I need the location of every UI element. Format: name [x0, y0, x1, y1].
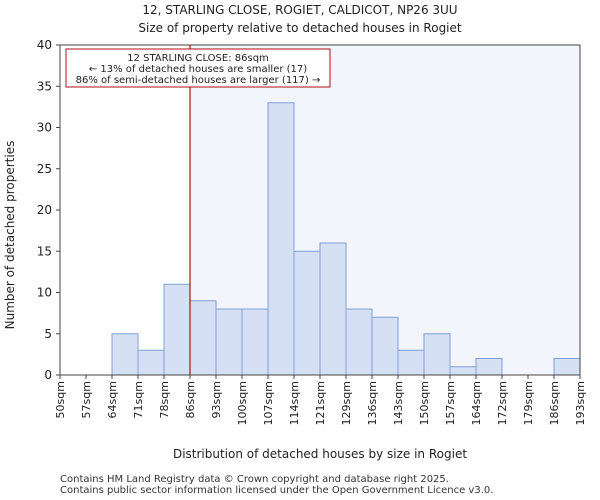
- bar-150sqm: [423, 333, 451, 376]
- chart-title-address: 12, STARLING CLOSE, ROGIET, CALDICOT, NP…: [142, 3, 458, 17]
- x-tick-label: 179sqm: [522, 381, 535, 425]
- x-tick-label: 100sqm: [236, 381, 249, 425]
- x-tick-label: 143sqm: [392, 381, 405, 425]
- y-tick-label: 0: [44, 368, 52, 382]
- x-tick-label: 193sqm: [574, 381, 587, 425]
- bar-121sqm: [319, 242, 347, 376]
- bar-129sqm: [345, 308, 373, 376]
- x-axis-label: Distribution of detached houses by size …: [173, 447, 467, 461]
- y-axis-label: Number of detached properties: [3, 141, 17, 330]
- x-tick-label: 93sqm: [210, 381, 223, 418]
- x-tick-label: 129sqm: [340, 381, 353, 425]
- bar-71sqm: [137, 349, 165, 376]
- x-tick-label: 121sqm: [314, 381, 327, 425]
- y-tick-label: 35: [37, 79, 52, 93]
- bar-143sqm: [397, 349, 425, 376]
- x-tick-label: 50sqm: [54, 381, 67, 418]
- y-tick-label: 30: [37, 121, 52, 135]
- bar-164sqm: [475, 358, 503, 376]
- bar-78sqm: [163, 283, 191, 376]
- bar-186sqm: [553, 358, 581, 376]
- x-tick-label: 172sqm: [496, 381, 509, 425]
- x-tick-label: 136sqm: [366, 381, 379, 425]
- y-tick-label: 20: [37, 203, 52, 217]
- bar-157sqm: [449, 366, 477, 376]
- x-tick-label: 186sqm: [548, 381, 561, 425]
- annotation-line-2: ← 13% of detached houses are smaller (17…: [89, 64, 307, 75]
- y-tick-label: 40: [37, 38, 52, 52]
- bar-107sqm: [267, 102, 295, 376]
- x-tick-label: 157sqm: [444, 381, 457, 425]
- x-tick-label: 71sqm: [132, 381, 145, 418]
- y-tick-label: 5: [44, 327, 52, 341]
- x-tick-label: 78sqm: [158, 381, 171, 418]
- annotation-box: [65, 48, 331, 88]
- footer-licence: Contains public sector information licen…: [60, 485, 494, 496]
- annotation-line-1: 12 STARLING CLOSE: 86sqm: [127, 53, 269, 64]
- bar-114sqm: [293, 250, 321, 376]
- y-tick-label: 25: [37, 162, 52, 176]
- footer-copyright: Contains HM Land Registry data © Crown c…: [60, 474, 449, 485]
- chart-title-subtitle: Size of property relative to detached ho…: [138, 21, 462, 35]
- x-tick-label: 57sqm: [80, 381, 93, 418]
- x-tick-label: 150sqm: [418, 381, 431, 425]
- bar-86sqm: [189, 300, 217, 376]
- x-tick-label: 64sqm: [106, 381, 119, 418]
- y-tick-label: 10: [37, 286, 52, 300]
- annotation-line-3: 86% of semi-detached houses are larger (…: [76, 75, 321, 86]
- bar-100sqm: [241, 308, 269, 376]
- bar-93sqm: [215, 308, 243, 376]
- x-tick-label: 86sqm: [184, 381, 197, 418]
- x-tick-label: 114sqm: [288, 381, 301, 425]
- bar-136sqm: [371, 316, 399, 376]
- x-tick-label: 107sqm: [262, 381, 275, 425]
- bar-64sqm: [111, 333, 139, 376]
- y-tick-label: 15: [37, 244, 52, 258]
- x-tick-label: 164sqm: [470, 381, 483, 425]
